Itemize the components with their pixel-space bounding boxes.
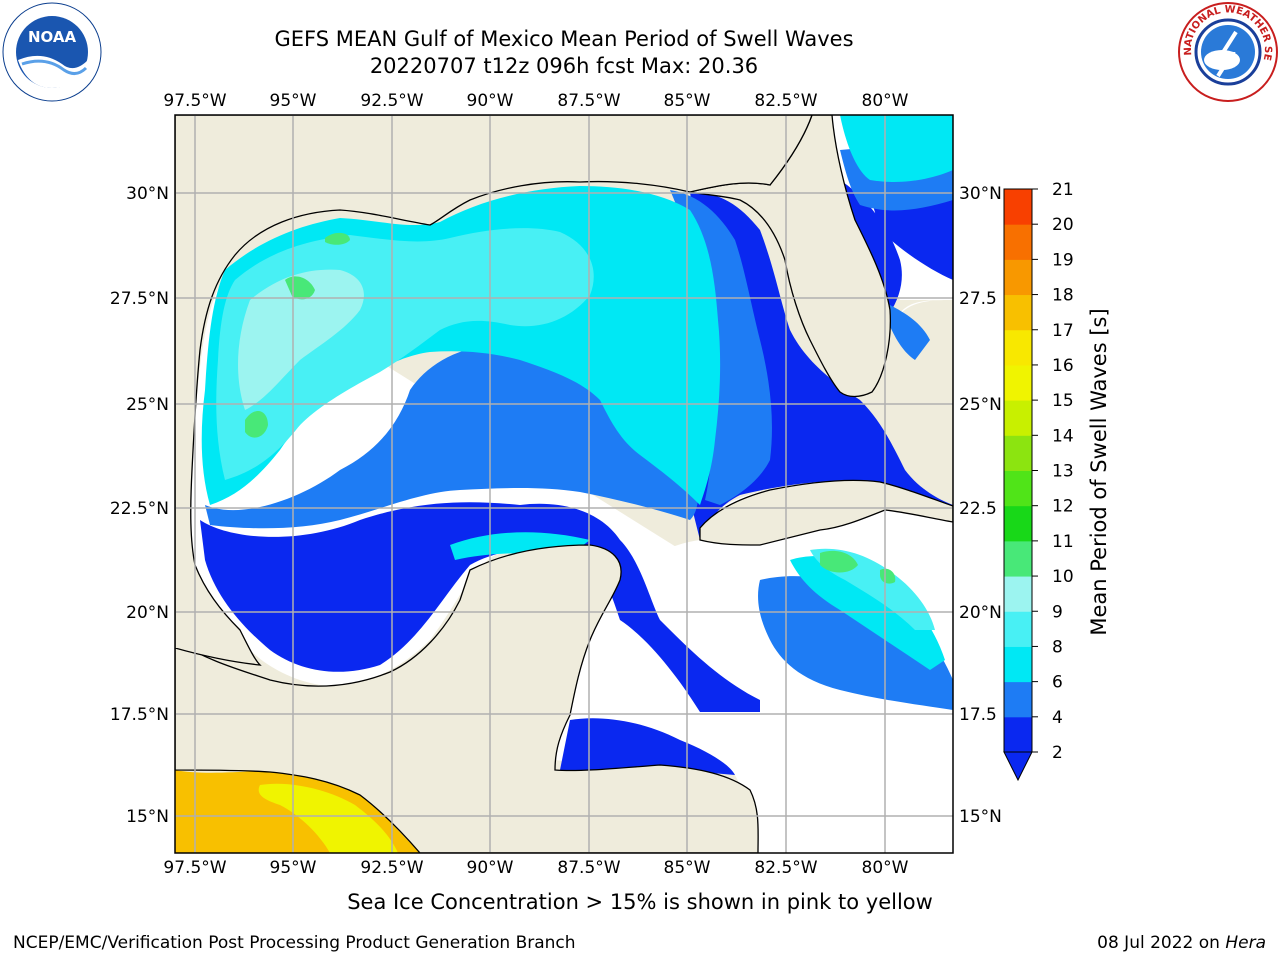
- lat-label: 22.5°N: [110, 499, 169, 519]
- cuba-land: [699, 479, 953, 546]
- contour-2-4s: [200, 502, 760, 712]
- colorbar-tick-label: 12: [1052, 497, 1074, 517]
- colorbar-segment: [1004, 189, 1032, 225]
- lat-labels-left: 30°N 27.5°N 25°N 22.5°N 20°N 17.5°N 15°N: [110, 184, 169, 827]
- colorbar-segment: [1004, 294, 1032, 331]
- colorbar-segment: [1004, 329, 1032, 366]
- colorbar-tick-label: 4: [1052, 708, 1063, 728]
- lon-label: 80°W: [862, 858, 909, 878]
- lat-label: 27.5: [959, 289, 997, 309]
- contour-4-6s: [205, 344, 699, 529]
- lon-label: 87.5°W: [557, 858, 620, 878]
- footer-credit: NCEP/EMC/Verification Post Processing Pr…: [13, 933, 576, 953]
- lat-label: 30°N: [959, 184, 1002, 204]
- colorbar-tick-label: 15: [1052, 391, 1074, 411]
- colorbar-segment: [1004, 364, 1032, 401]
- lon-labels-bottom: 97.5°W 95°W 92.5°W 90°W 87.5°W 85°W 82.5…: [163, 858, 908, 878]
- colorbar: 2 4 6 8 9 10 11 12 13 14 15 16 17 18 19 20 21: [1003, 180, 1074, 782]
- lon-label: 85°W: [664, 91, 711, 111]
- lon-label: 82.5°W: [754, 91, 817, 111]
- map-frame: [174, 114, 954, 854]
- lon-label: 90°W: [467, 858, 514, 878]
- footer-date: 08 Jul 2022 on Hera: [1097, 933, 1266, 953]
- map-subtitle: 20220707 t12z 096h fcst Max: 20.36: [369, 54, 759, 78]
- colorbar-segment: [1004, 435, 1032, 471]
- lat-label: 20°N: [126, 603, 169, 623]
- lon-label: 92.5°W: [360, 91, 423, 111]
- colorbar-tick-label: 9: [1052, 602, 1063, 622]
- lat-label: 27.5°N: [110, 289, 169, 309]
- lat-labels-right: 30°N 27.5 25°N 22.5 20°N 17.5 15°N: [959, 184, 1002, 827]
- colorbar-tick-label: 10: [1052, 567, 1074, 587]
- colorbar-tick-label: 20: [1052, 215, 1074, 235]
- colorbar-segment: [1004, 505, 1032, 542]
- nws-logo: NATIONAL WEATHER SERVICE: [1178, 2, 1278, 102]
- lon-label: 97.5°W: [163, 858, 226, 878]
- lat-label: 20°N: [959, 603, 1002, 623]
- lat-label: 22.5: [959, 499, 997, 519]
- lon-labels-top: 97.5°W 95°W 92.5°W 90°W 87.5°W 85°W 82.5…: [163, 91, 908, 111]
- colorbar-tick-label: 16: [1052, 356, 1074, 376]
- contour-4-6s-atlantic: [840, 140, 953, 360]
- contour-4-6s-carib: [758, 576, 953, 710]
- colorbar-segment: [1004, 470, 1032, 507]
- yucatan-land: [175, 544, 759, 853]
- colorbar-tick-label: 19: [1052, 250, 1074, 270]
- lat-label: 15°N: [959, 807, 1002, 827]
- colorbar-segment: [1004, 224, 1032, 260]
- colorbar-segment: [1004, 646, 1032, 683]
- footer-date-text: 08 Jul 2022 on: [1097, 933, 1220, 953]
- lat-label: 25°N: [959, 395, 1002, 415]
- colorbar-segment: [1004, 716, 1032, 753]
- colorbar-segment: [1004, 259, 1032, 296]
- colorbar-segment: [1004, 400, 1032, 436]
- lat-label: 17.5: [959, 705, 997, 725]
- colorbar-tick-label: 18: [1052, 286, 1074, 306]
- contour-9-10s: [238, 269, 364, 410]
- colorbar-tick-label: 8: [1052, 637, 1063, 657]
- lat-label: 25°N: [126, 395, 169, 415]
- colorbar-tick-label: 14: [1052, 426, 1074, 446]
- lon-label: 82.5°W: [754, 858, 817, 878]
- contour-6-8s-atlantic: [840, 115, 953, 182]
- lat-label: 30°N: [126, 184, 169, 204]
- lat-label: 15°N: [126, 807, 169, 827]
- lon-label: 95°W: [270, 91, 317, 111]
- graticule: [175, 115, 953, 853]
- colorbar-segment: [1004, 681, 1032, 718]
- contour-6-8s-carib: [790, 556, 945, 670]
- footer-host: Hera: [1225, 933, 1266, 953]
- contour-2-4s-south: [560, 718, 735, 775]
- map-frame-content: [175, 115, 953, 853]
- lon-label: 97.5°W: [163, 91, 226, 111]
- colorbar-tick-label: 2: [1052, 743, 1063, 763]
- lon-label: 87.5°W: [557, 91, 620, 111]
- colorbar-tick-label: 17: [1052, 321, 1074, 341]
- colorbar-title: Mean Period of Swell Waves [s]: [1087, 308, 1111, 635]
- colorbar-extend-arrow: [1003, 751, 1033, 782]
- lon-label: 95°W: [270, 858, 317, 878]
- lon-label: 90°W: [467, 91, 514, 111]
- lat-label: 17.5°N: [110, 705, 169, 725]
- colorbar-tick-label: 6: [1052, 673, 1063, 693]
- lon-label: 80°W: [862, 91, 909, 111]
- contour-2-4s-atlantic: [840, 180, 953, 320]
- lon-label: 92.5°W: [360, 858, 423, 878]
- colorbar-tick-label: 21: [1052, 180, 1074, 200]
- noaa-logo-text: NOAA: [28, 28, 77, 46]
- noaa-logo: NOAA: [2, 2, 102, 102]
- colorbar-segment: [1004, 576, 1032, 612]
- sea-ice-note: Sea Ice Concentration > 15% is shown in …: [347, 890, 933, 914]
- colorbar-segment: [1004, 540, 1032, 577]
- mexico-land: [175, 115, 813, 666]
- lon-label: 85°W: [664, 858, 711, 878]
- colorbar-tick-label: 13: [1052, 462, 1074, 482]
- colorbar-segment: [1004, 611, 1032, 647]
- colorbar-tick-label: 11: [1052, 532, 1074, 552]
- map-title: GEFS MEAN Gulf of Mexico Mean Period of …: [274, 27, 854, 51]
- contour-4-6s-east: [670, 190, 772, 505]
